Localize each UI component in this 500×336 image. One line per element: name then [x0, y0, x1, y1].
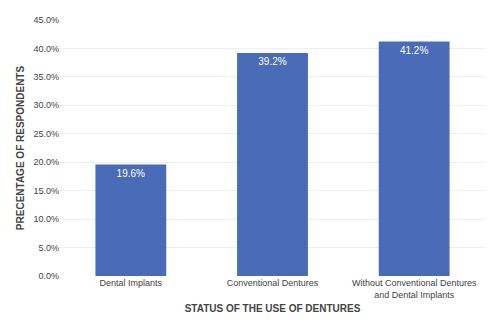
svg-text:PRECENTAGE OF RESPONDENTS: PRECENTAGE OF RESPONDENTS [15, 66, 26, 231]
svg-text:41.2%: 41.2% [400, 45, 428, 56]
svg-text:0.0%: 0.0% [38, 271, 59, 281]
svg-text:STATUS OF THE USE OF DENTURES: STATUS OF THE USE OF DENTURES [185, 303, 361, 314]
svg-text:40.0%: 40.0% [33, 44, 59, 54]
svg-text:20.0%: 20.0% [33, 157, 59, 167]
svg-text:45.0%: 45.0% [33, 15, 59, 25]
svg-text:30.0%: 30.0% [33, 100, 59, 110]
svg-text:10.0%: 10.0% [33, 214, 59, 224]
svg-text:Conventional Dentures: Conventional Dentures [227, 278, 319, 288]
svg-text:19.6%: 19.6% [117, 168, 145, 179]
svg-text:25.0%: 25.0% [33, 129, 59, 139]
svg-text:Dental Implants: Dental Implants [100, 278, 163, 288]
svg-text:5.0%: 5.0% [38, 243, 59, 253]
svg-text:Without Conventional Denturesa: Without Conventional Denturesand Dental … [352, 278, 477, 300]
svg-text:15.0%: 15.0% [33, 186, 59, 196]
svg-text:35.0%: 35.0% [33, 72, 59, 82]
svg-text:39.2%: 39.2% [258, 56, 286, 67]
